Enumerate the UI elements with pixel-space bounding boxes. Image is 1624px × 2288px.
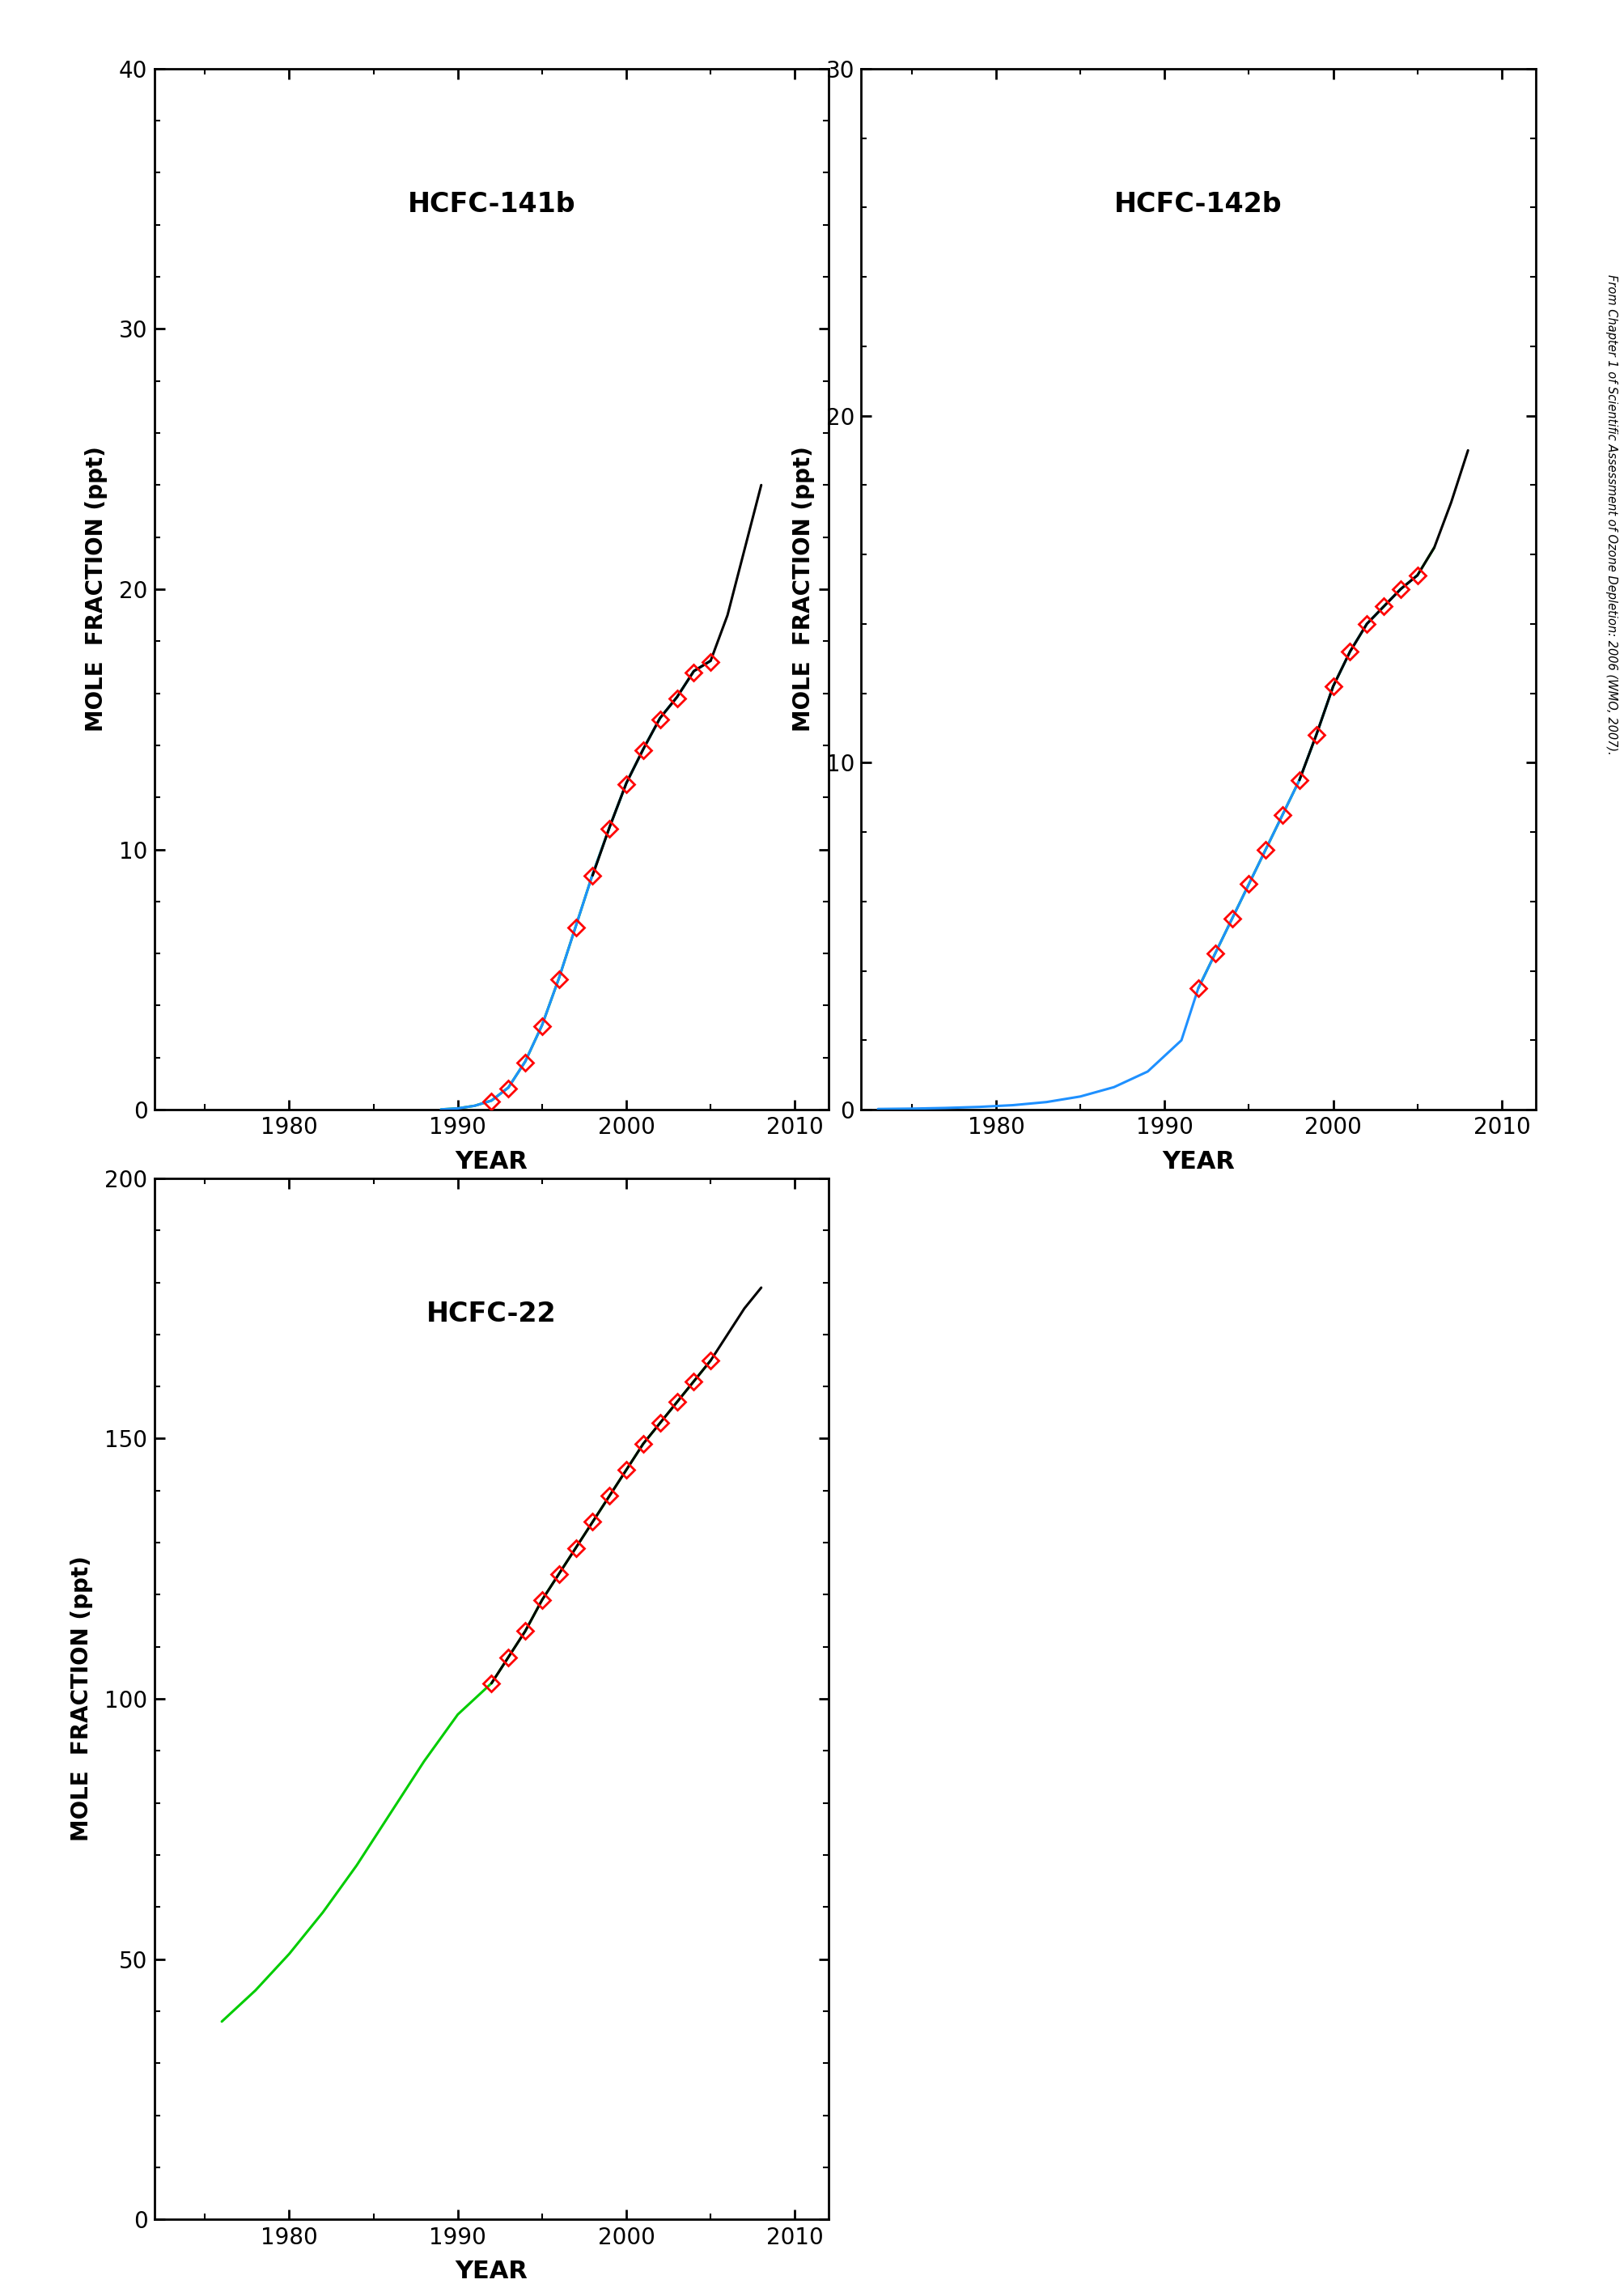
- X-axis label: YEAR: YEAR: [455, 2261, 528, 2283]
- Text: HCFC-141b: HCFC-141b: [408, 190, 575, 217]
- X-axis label: YEAR: YEAR: [1161, 1151, 1234, 1174]
- Text: HCFC-22: HCFC-22: [427, 1300, 555, 1327]
- Text: HCFC-142b: HCFC-142b: [1114, 190, 1281, 217]
- Y-axis label: MOLE  FRACTION (ppt): MOLE FRACTION (ppt): [791, 446, 814, 732]
- Y-axis label: MOLE  FRACTION (ppt): MOLE FRACTION (ppt): [84, 446, 107, 732]
- X-axis label: YEAR: YEAR: [455, 1151, 528, 1174]
- Text: From Chapter 1 of Scientific Assessment of Ozone Depletion: 2006 (WMO, 2007).: From Chapter 1 of Scientific Assessment …: [1605, 275, 1616, 755]
- Y-axis label: MOLE  FRACTION (ppt): MOLE FRACTION (ppt): [71, 1556, 93, 1842]
